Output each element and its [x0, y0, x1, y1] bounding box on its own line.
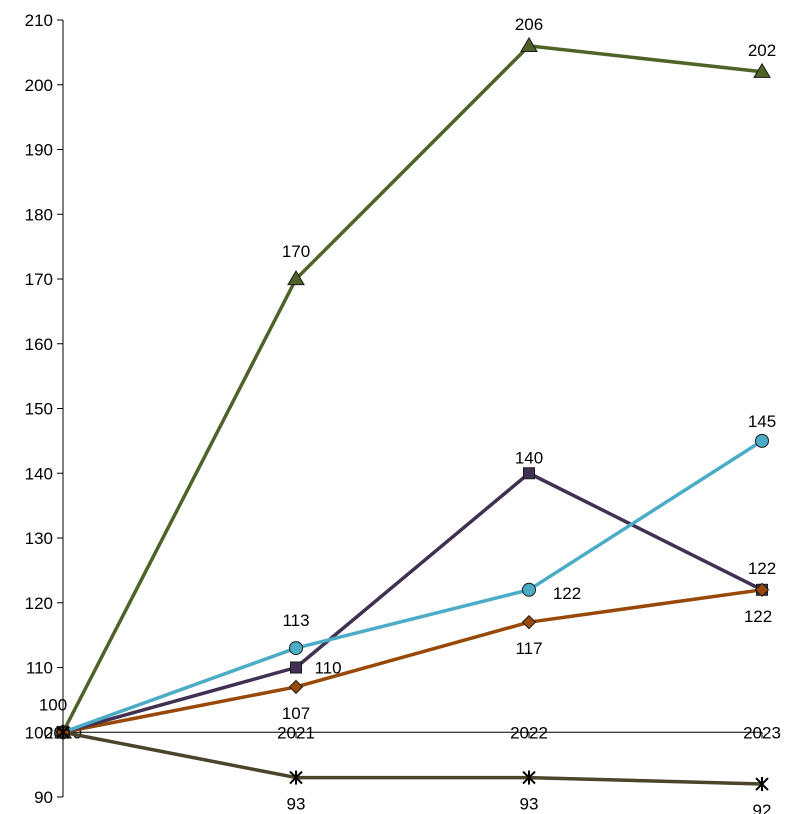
circle-marker: [522, 582, 536, 597]
star-marker: [56, 725, 70, 740]
data-label: 113: [282, 611, 309, 630]
data-label: 145: [748, 412, 776, 431]
data-label: 140: [515, 448, 543, 467]
data-label: 206: [515, 15, 543, 34]
data-label: 122: [744, 607, 772, 626]
data-label: 93: [287, 795, 306, 814]
y-tick-label: 160: [25, 335, 53, 354]
series-line-0: [61, 44, 763, 734]
circle-marker: [289, 641, 303, 656]
star-marker: [289, 770, 303, 785]
data-label: 100: [39, 695, 67, 714]
data-label: 122: [553, 584, 581, 603]
data-labels: 170 206 202 113 122 145 110 140 122 100 107 117 122 9…: [39, 15, 776, 814]
star-marker: [522, 770, 536, 785]
series-line-3: [62, 588, 763, 734]
data-label: 107: [282, 704, 310, 723]
x-tick-label: 2023: [743, 723, 781, 742]
series-line-1: [62, 439, 763, 734]
y-tick-label: 140: [25, 464, 53, 483]
triangle-marker: [287, 270, 305, 286]
y-tick-label: 150: [25, 400, 53, 419]
data-label: 92: [753, 801, 772, 814]
diamond-marker: [288, 679, 304, 695]
data-label: 110: [314, 659, 341, 678]
data-label: 122: [748, 559, 776, 578]
y-tick-label: 210: [25, 11, 53, 30]
series-markers: [54, 36, 771, 792]
star-marker: [755, 777, 769, 792]
y-tick-label: 170: [25, 270, 53, 289]
y-tick-label: 180: [25, 205, 53, 224]
y-tick-label: 190: [25, 141, 53, 160]
y-tick-label: 100: [25, 723, 53, 742]
x-tick-label: 2022: [510, 723, 548, 742]
series-line-4: [62, 730, 763, 786]
axes: 90 100 110 120 130 140 150 160 170 180 190 200 210 20…: [25, 11, 781, 807]
circle-marker: [755, 433, 769, 448]
triangle-marker: [520, 36, 538, 52]
data-label: 93: [520, 795, 539, 814]
square-marker: [523, 467, 535, 480]
series-line-2: [62, 471, 763, 734]
y-tick-label: 110: [26, 659, 53, 678]
data-label: 202: [748, 41, 776, 60]
y-tick-label: 90: [34, 788, 53, 807]
data-label: 117: [515, 639, 542, 658]
data-label: 170: [282, 242, 310, 261]
square-marker: [290, 661, 302, 674]
triangle-marker: [753, 62, 771, 78]
series-lines: [61, 44, 763, 786]
y-tick-label: 130: [25, 529, 53, 548]
y-tick-label: 200: [25, 76, 53, 95]
x-tick-label: 2021: [277, 723, 315, 742]
diamond-marker: [521, 614, 537, 630]
diamond-marker: [754, 582, 770, 598]
y-tick-label: 120: [25, 594, 53, 613]
